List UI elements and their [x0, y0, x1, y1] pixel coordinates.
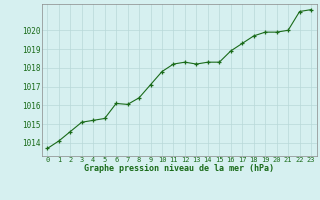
X-axis label: Graphe pression niveau de la mer (hPa): Graphe pression niveau de la mer (hPa) — [84, 164, 274, 173]
